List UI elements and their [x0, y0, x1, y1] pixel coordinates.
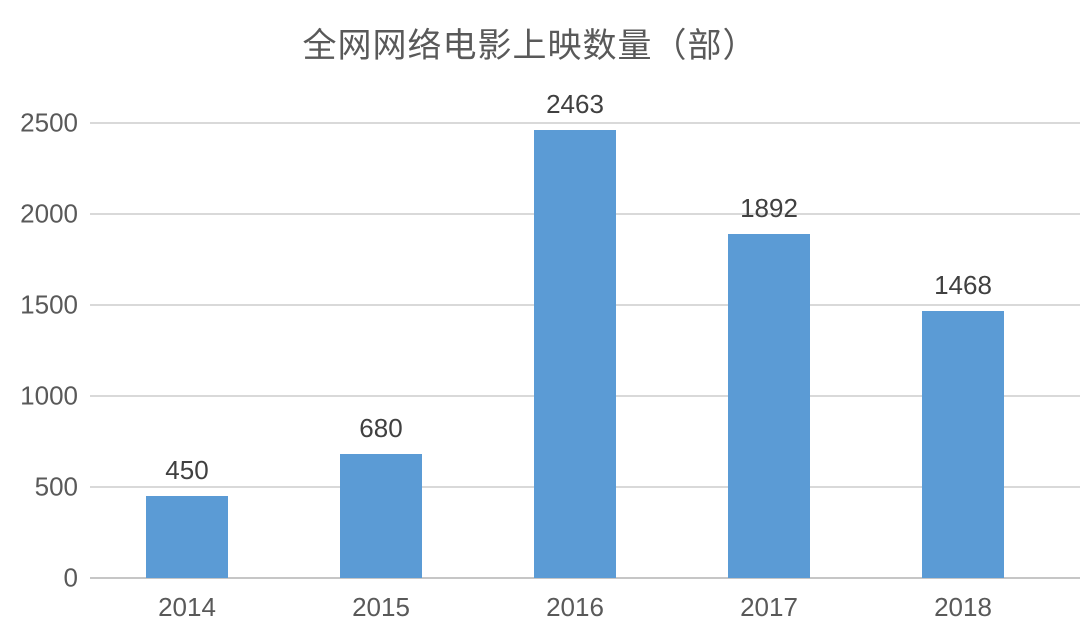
y-axis-tick-label: 2500 — [20, 107, 78, 138]
bar-value-label: 1468 — [934, 269, 992, 300]
x-axis-category-labels: 2014 2015 2016 2017 2018 — [90, 592, 1060, 623]
y-axis-tick-labels: 0 500 1000 1500 2000 2500 — [0, 108, 78, 593]
bar-value-label: 680 — [359, 413, 403, 444]
y-axis-tick-label: 2000 — [20, 198, 78, 229]
x-axis-label-2016: 2016 — [546, 592, 604, 622]
x-axis-label-2014: 2014 — [158, 592, 216, 622]
bar-2016 — [534, 129, 616, 578]
bar-value-label: 450 — [165, 455, 209, 486]
bar-slot: 680 — [284, 123, 478, 578]
x-axis-label-2018: 2018 — [934, 592, 992, 622]
bar-2015 — [340, 454, 422, 578]
y-axis-tick-label: 1000 — [20, 380, 78, 411]
bar-slot: 450 — [90, 123, 284, 578]
y-axis-tick-label: 0 — [63, 562, 78, 593]
bar-value-label: 2463 — [546, 88, 604, 119]
bar-slot: 2463 — [478, 89, 672, 578]
bar-value-label: 1892 — [740, 192, 798, 223]
y-axis-tick-label: 1500 — [20, 289, 78, 320]
gridline — [90, 122, 1080, 124]
bar-2018 — [922, 310, 1004, 578]
x-axis-label-2017: 2017 — [740, 592, 798, 622]
bar-slot: 1468 — [866, 123, 1060, 578]
bar-2014 — [146, 496, 228, 578]
x-axis-line — [90, 577, 1080, 579]
plot-area: 450 680 2463 1892 1468 — [90, 89, 1080, 579]
y-axis-tick-label: 500 — [34, 471, 78, 502]
chart-title: 全网网络电影上映数量（部） — [302, 27, 758, 65]
bars-layer: 450 680 2463 1892 1468 — [90, 89, 1060, 578]
x-axis-label-2015: 2015 — [352, 592, 410, 622]
bar-slot: 1892 — [672, 123, 866, 578]
bar-2017 — [728, 233, 810, 578]
